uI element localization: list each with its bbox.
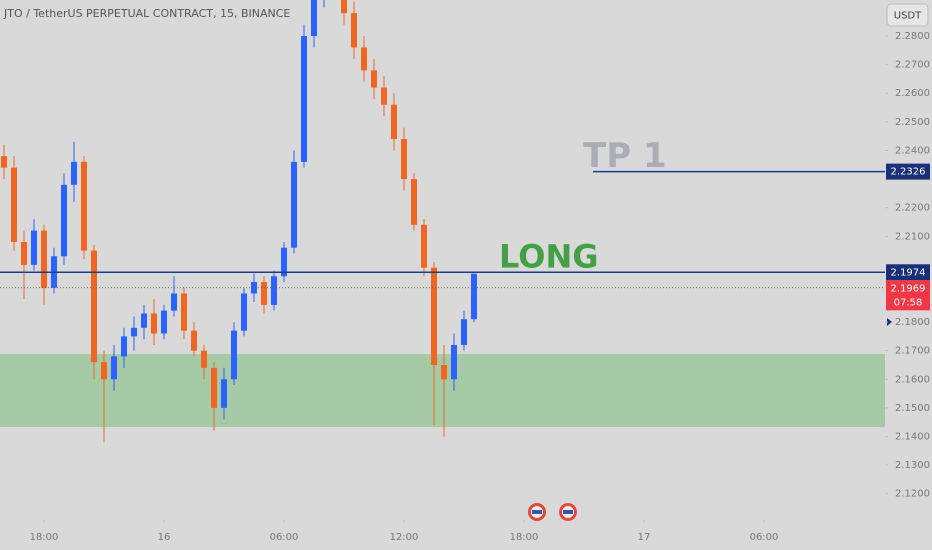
candle-body: [211, 367, 217, 408]
y-tick-label: 2.1400: [895, 431, 930, 442]
candle-body: [171, 293, 177, 311]
candle-body: [111, 356, 117, 380]
candle-body: [71, 161, 77, 185]
candle-body: [261, 282, 267, 305]
y-tick-label: 2.1500: [895, 403, 930, 414]
candle-body: [191, 330, 197, 351]
candle-body: [431, 267, 437, 365]
last-price-badge: [886, 280, 930, 311]
x-tick-label: 18:00: [30, 532, 59, 543]
candle-body: [0, 156, 7, 168]
y-tick-label: 2.1300: [895, 460, 930, 471]
candle-body: [371, 70, 377, 88]
y-tick-label: 2.2200: [895, 203, 930, 214]
marker: [887, 318, 892, 326]
candle-body: [221, 379, 227, 408]
candle-body: [471, 273, 477, 320]
target-label: TP 1: [583, 136, 667, 176]
candle-body: [201, 350, 207, 368]
y-tick-label: 2.2100: [895, 231, 930, 242]
currency-button[interactable]: [886, 3, 929, 27]
x-tick-label: 16: [158, 532, 171, 543]
x-tick-label: 12:00: [390, 532, 419, 543]
candle-body: [31, 230, 37, 265]
annotation: LONG: [499, 237, 599, 275]
candle-body: [451, 344, 457, 380]
candle-body: [421, 224, 427, 268]
candle-body: [441, 364, 447, 380]
y-tick-label: 2.1600: [895, 374, 930, 385]
candle-body: [241, 293, 247, 331]
candle-body: [11, 167, 17, 242]
y-tick-label: 2.2700: [895, 60, 930, 71]
y-tick-label: 2.2600: [895, 88, 930, 99]
candle-body: [351, 13, 357, 48]
last-price-label: 2.1969: [891, 283, 926, 294]
x-tick-label: 06:00: [270, 532, 299, 543]
y-tick-label: 2.1200: [895, 489, 930, 500]
candle-body: [151, 313, 157, 334]
candle-body: [41, 230, 47, 288]
y-tick-label: 2.2400: [895, 145, 930, 156]
entry-badge-label: 2.1974: [891, 267, 926, 278]
candle-body: [61, 184, 67, 257]
candle-body: [281, 247, 287, 277]
x-tick-label: 17: [638, 532, 651, 543]
chart-title: JTO / TetherUS PERPETUAL CONTRACT, 15, B…: [3, 7, 290, 20]
y-tick-label: 2.1800: [895, 317, 930, 328]
candle-body: [161, 310, 167, 334]
candle-body: [401, 139, 407, 180]
candle-body: [341, 0, 347, 14]
candle-body: [461, 319, 467, 345]
currency[interactable]: USDT: [894, 11, 922, 22]
x-tick-label: 06:00: [750, 532, 779, 543]
candle-body: [91, 250, 97, 363]
candle-body: [81, 161, 87, 251]
candle-body: [391, 104, 397, 140]
y-tick-label: 2.1700: [895, 346, 930, 357]
event-icon[interactable]: [559, 503, 577, 521]
candle-body: [231, 330, 237, 380]
entry-badge: [886, 264, 930, 281]
candle-body: [381, 87, 387, 105]
candle-body: [311, 0, 317, 37]
target-badge: [886, 163, 930, 180]
candle-body: [301, 36, 307, 162]
candle-body: [21, 241, 27, 265]
candle-body: [251, 282, 257, 294]
candle-body: [271, 276, 277, 305]
x-tick-label: 18:00: [510, 532, 539, 543]
countdown: 07:58: [894, 297, 923, 308]
candle-body: [361, 47, 367, 71]
candle-body: [411, 179, 417, 225]
candle-body: [181, 293, 187, 331]
candle-body: [121, 336, 127, 357]
candle-body: [141, 313, 147, 328]
candle-body: [101, 362, 107, 380]
y-tick-label: 2.2800: [895, 31, 930, 42]
target-badge-label: 2.2326: [891, 167, 926, 178]
plot-area: [0, 0, 885, 443]
event-icon[interactable]: [528, 503, 546, 521]
candle-body: [131, 327, 137, 337]
candle-body: [291, 161, 297, 248]
y-tick-label: 2.2500: [895, 117, 930, 128]
